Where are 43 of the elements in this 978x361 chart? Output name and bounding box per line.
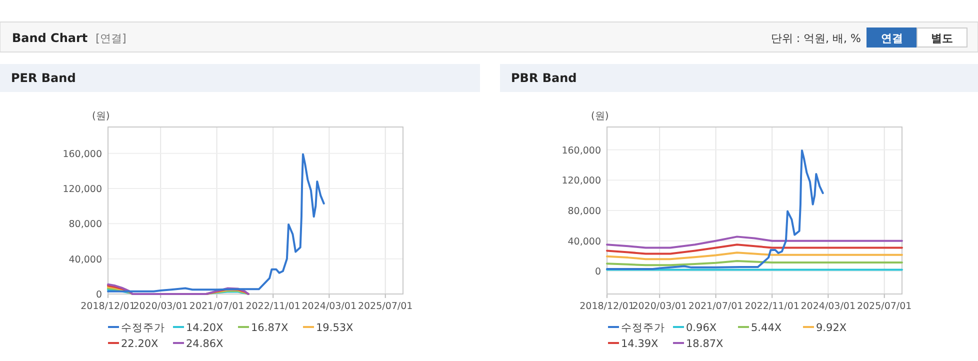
x-tick-label: 2018/12/01: [80, 301, 136, 312]
y-tick-label: 80,000: [68, 219, 102, 230]
legend-label: 9.92X: [816, 322, 847, 334]
legend-label: 14.20X: [186, 322, 224, 334]
x-tick-label: 2025/07/01: [856, 301, 912, 312]
legend-label: 14.39X: [621, 338, 658, 350]
text: Band Chart: [12, 31, 88, 45]
legend-label: 수정주가: [621, 322, 665, 334]
legend-label: 24.86X: [186, 338, 224, 350]
legend-label: 19.53X: [316, 322, 354, 334]
legend-label: 0.96X: [686, 322, 717, 334]
y-axis-title: (원): [591, 111, 609, 122]
y-tick-label: 160,000: [562, 145, 601, 156]
text: [연결]: [96, 32, 126, 45]
y-tick-label: 160,000: [62, 148, 102, 160]
y-tick-label: 40,000: [68, 254, 102, 266]
x-tick-label: 2024/03/01: [302, 301, 357, 312]
legend-label: 22.20X: [121, 338, 158, 350]
x-tick-label: 2022/11/01: [246, 301, 300, 312]
y-tick-label: 0: [96, 290, 102, 300]
x-tick-label: 2025/07/01: [358, 301, 413, 312]
y-tick-label: 40,000: [568, 236, 601, 248]
x-tick-label: 2021/07/01: [189, 301, 244, 312]
x-tick-label: 2020/03/01: [632, 301, 687, 312]
text: 단위 : 억원, 배, %: [770, 32, 861, 45]
y-tick-label: 80,000: [568, 206, 601, 217]
x-tick-label: 2024/03/01: [800, 301, 856, 312]
x-tick-label: 2020/03/01: [133, 301, 188, 312]
legend-label: 16.87X: [251, 322, 288, 334]
x-tick-label: 2022/11/01: [744, 301, 800, 312]
text: 연결: [881, 32, 903, 45]
x-tick-label: 2018/12/01: [580, 301, 634, 312]
chart-title: PBR Band: [511, 71, 577, 85]
y-tick-label: 120,000: [562, 176, 601, 187]
text: 별도: [931, 32, 953, 45]
legend-label: 18.87X: [686, 338, 724, 350]
legend-label: 5.44X: [751, 322, 782, 334]
y-tick-label: 0: [594, 266, 601, 278]
legend-label: 수정주가: [121, 322, 165, 334]
y-axis-title: (원): [92, 111, 110, 122]
x-tick-label: 2021/07/01: [688, 301, 744, 312]
chart-title: PER Band: [11, 71, 76, 85]
y-tick-label: 120,000: [62, 184, 102, 196]
